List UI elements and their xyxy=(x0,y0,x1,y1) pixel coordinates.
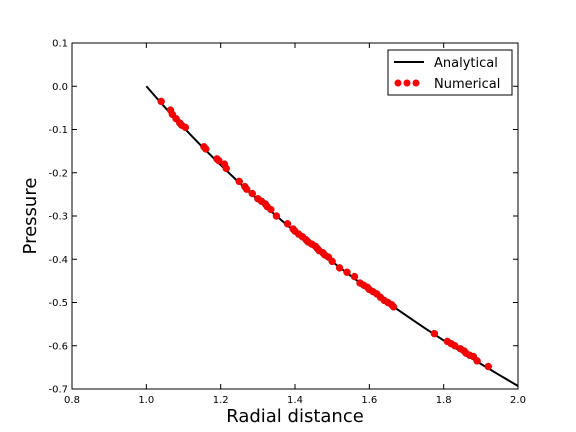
legend-marker-swatch xyxy=(394,79,402,87)
y-tick-label: -0.2 xyxy=(48,168,68,179)
x-tick-label: 1.6 xyxy=(361,395,377,406)
legend-label: Analytical xyxy=(434,56,498,71)
y-tick-label: -0.5 xyxy=(48,298,68,309)
plot-area xyxy=(145,85,519,387)
data-point xyxy=(267,205,275,214)
x-tick-label: 1.8 xyxy=(436,395,452,406)
legend-marker-swatch xyxy=(412,79,420,87)
legend-marker-swatch xyxy=(403,79,411,87)
data-point xyxy=(430,329,439,338)
y-tick-label: 0.1 xyxy=(52,39,68,50)
x-tick-label: 1.2 xyxy=(213,395,229,406)
data-point xyxy=(157,97,165,106)
y-axis-label: Pressure xyxy=(20,178,41,255)
x-tick-label: 0.8 xyxy=(64,395,80,406)
data-point xyxy=(335,264,344,272)
data-point xyxy=(222,164,230,173)
data-point xyxy=(328,257,336,266)
legend-label: Numerical xyxy=(434,77,500,92)
x-tick-label: 1.4 xyxy=(287,395,303,406)
y-tick-label: -0.6 xyxy=(48,341,68,352)
data-point xyxy=(473,357,481,365)
data-point xyxy=(235,177,243,186)
legend: Analytical Numerical xyxy=(387,49,513,96)
y-tick-label: 0.0 xyxy=(52,82,68,93)
y-tick-label: -0.1 xyxy=(48,125,68,136)
data-point xyxy=(242,185,251,193)
axis-ticks: 0.8 1.0 1.2 1.4 1.6 1.8 2.0 0.1 0.0 -0.1 -0.2 -0.3 -… xyxy=(48,39,525,407)
data-point xyxy=(283,220,292,228)
x-tick-label: 1.0 xyxy=(138,395,154,406)
data-point xyxy=(202,145,210,153)
x-axis-label: Radial distance xyxy=(226,406,364,427)
y-tick-label: -0.4 xyxy=(48,255,68,266)
data-point xyxy=(272,212,281,220)
data-point xyxy=(350,272,359,281)
y-tick-label: -0.3 xyxy=(48,212,68,223)
data-point xyxy=(215,156,223,165)
legend-box xyxy=(387,49,513,96)
data-point xyxy=(343,268,351,276)
x-tick-label: 2.0 xyxy=(510,395,526,406)
data-point xyxy=(484,362,492,371)
data-point xyxy=(389,303,398,311)
data-point xyxy=(248,189,256,198)
data-point xyxy=(181,123,190,132)
y-tick-label: -0.7 xyxy=(48,385,68,396)
